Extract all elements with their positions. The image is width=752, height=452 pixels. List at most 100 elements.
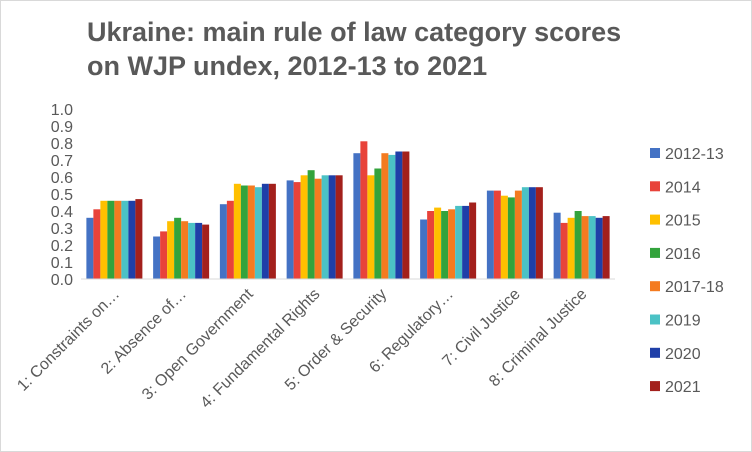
y-axis: 0.00.10.20.30.40.50.60.70.80.91.0 bbox=[51, 102, 73, 289]
bar bbox=[121, 200, 129, 279]
x-category-label: 4: Fundamental Rights bbox=[198, 286, 324, 412]
bar bbox=[521, 187, 529, 279]
legend-label: 2014 bbox=[665, 179, 701, 196]
bar bbox=[455, 205, 463, 279]
legend-swatch bbox=[650, 381, 660, 392]
bar bbox=[328, 175, 336, 279]
y-tick-label: 0.2 bbox=[51, 238, 73, 255]
legend-label: 2012-13 bbox=[665, 146, 724, 163]
bar bbox=[293, 182, 301, 279]
bar bbox=[226, 200, 234, 279]
legend-label: 2015 bbox=[665, 213, 701, 230]
bar bbox=[261, 183, 269, 279]
legend-label: 2017-18 bbox=[665, 279, 724, 296]
bar bbox=[195, 222, 203, 279]
bar bbox=[307, 170, 315, 279]
y-tick-label: 0.6 bbox=[51, 170, 73, 187]
bar bbox=[500, 195, 508, 279]
chart-title-line-2: on WJP undex, 2012-13 to 2021 bbox=[87, 51, 488, 81]
bar bbox=[402, 151, 410, 279]
chart-title: Ukraine: main rule of law category score… bbox=[87, 15, 707, 83]
bar bbox=[367, 175, 375, 279]
bar bbox=[595, 217, 603, 279]
bar bbox=[107, 200, 115, 279]
legend-label: 2016 bbox=[665, 246, 701, 263]
bar bbox=[114, 200, 122, 279]
bar bbox=[493, 190, 501, 279]
bar bbox=[268, 183, 276, 279]
bar bbox=[588, 216, 596, 279]
bar bbox=[247, 185, 255, 279]
bar bbox=[388, 154, 396, 279]
legend-swatch bbox=[650, 148, 660, 158]
bar bbox=[128, 200, 136, 279]
y-tick-label: 1.0 bbox=[51, 102, 73, 119]
legend-swatch bbox=[650, 347, 660, 358]
bar bbox=[434, 207, 442, 279]
bar bbox=[219, 204, 227, 279]
bar bbox=[420, 219, 428, 279]
bar bbox=[174, 217, 182, 279]
y-tick-label: 0.9 bbox=[51, 119, 73, 136]
bar bbox=[602, 216, 610, 279]
bar bbox=[381, 153, 389, 279]
bar bbox=[86, 217, 94, 279]
legend-swatch bbox=[650, 281, 660, 292]
bars-group bbox=[86, 141, 610, 279]
bar bbox=[188, 222, 196, 279]
bar bbox=[486, 190, 494, 279]
bar bbox=[427, 211, 435, 279]
bar bbox=[567, 217, 575, 279]
bar bbox=[153, 236, 161, 279]
x-axis-labels: 1: Constraints on…2: Absence of…3: Open … bbox=[14, 285, 590, 411]
legend-label: 2020 bbox=[665, 346, 701, 363]
bar bbox=[553, 212, 561, 279]
x-category-label: 3: Open Government bbox=[139, 285, 257, 403]
bar bbox=[560, 222, 568, 279]
legend-swatch bbox=[650, 181, 660, 192]
x-category-label: 1: Constraints on… bbox=[14, 286, 123, 395]
y-tick-label: 0.3 bbox=[51, 221, 73, 238]
bar bbox=[441, 211, 449, 279]
bar bbox=[574, 211, 582, 279]
y-tick-label: 0.1 bbox=[51, 255, 73, 272]
bar bbox=[314, 178, 322, 279]
bar bbox=[469, 202, 477, 279]
bar bbox=[93, 209, 101, 279]
legend: 2012-13 2014 2015 2016 2017-18 2019 2020 2021 bbox=[650, 146, 724, 396]
legend-swatch bbox=[650, 314, 660, 325]
legend-label: 2019 bbox=[665, 313, 701, 330]
y-tick-label: 0.5 bbox=[51, 187, 73, 204]
bar bbox=[181, 221, 189, 279]
bar bbox=[360, 141, 368, 279]
bar bbox=[528, 187, 536, 279]
bar bbox=[321, 175, 329, 279]
y-tick-label: 0.0 bbox=[51, 272, 73, 289]
y-tick-label: 0.7 bbox=[51, 153, 73, 170]
bar bbox=[395, 151, 403, 279]
bar bbox=[254, 187, 262, 279]
bar bbox=[353, 153, 361, 279]
bar bbox=[514, 190, 522, 279]
bar bbox=[335, 175, 343, 279]
legend-label: 2021 bbox=[665, 379, 701, 396]
bar bbox=[240, 185, 248, 279]
legend-swatch bbox=[650, 214, 660, 225]
bar bbox=[462, 205, 470, 279]
y-tick-label: 0.8 bbox=[51, 136, 73, 153]
bar bbox=[374, 168, 382, 279]
bar bbox=[100, 200, 108, 279]
bar bbox=[167, 221, 175, 279]
bar bbox=[300, 175, 308, 279]
y-tick-label: 0.4 bbox=[51, 204, 73, 221]
bar bbox=[135, 199, 143, 279]
bar bbox=[233, 183, 241, 279]
legend-swatch bbox=[650, 247, 660, 258]
bar bbox=[160, 231, 168, 279]
bar bbox=[535, 187, 543, 279]
bar bbox=[202, 224, 210, 279]
bar bbox=[507, 197, 515, 279]
bar bbox=[286, 180, 294, 279]
